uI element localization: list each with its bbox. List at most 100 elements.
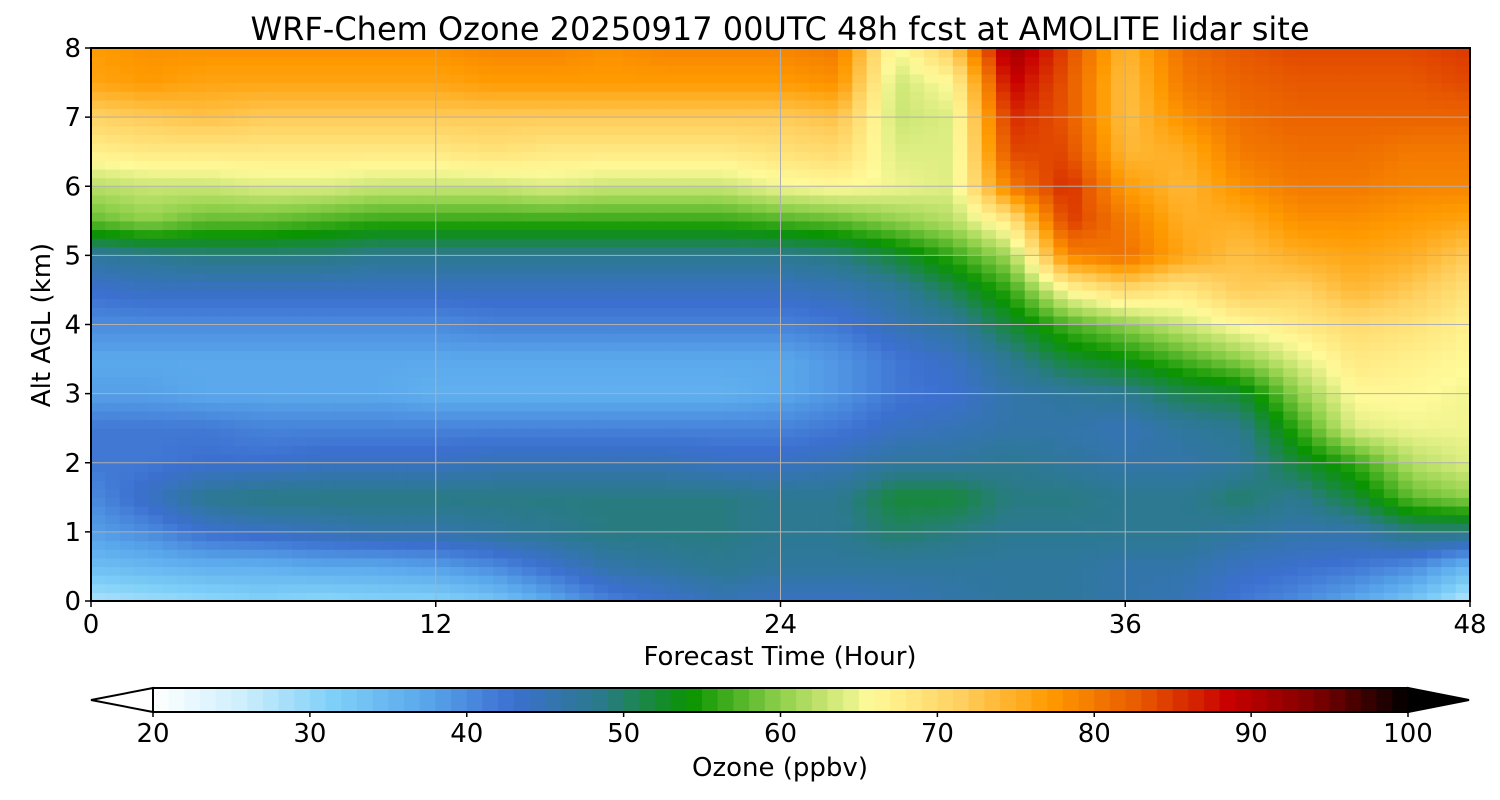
heatmap-cell bbox=[1110, 307, 1126, 317]
heatmap-cell bbox=[809, 125, 825, 136]
heatmap-cell bbox=[105, 289, 121, 300]
heatmap-cell bbox=[1067, 160, 1083, 170]
heatmap-cell bbox=[579, 333, 595, 343]
heatmap-cell bbox=[407, 194, 422, 205]
heatmap-cell bbox=[220, 531, 236, 542]
heatmap-cell bbox=[737, 151, 753, 161]
heatmap-cell bbox=[1096, 272, 1112, 282]
heatmap-cell bbox=[162, 272, 178, 282]
heatmap-cell bbox=[866, 419, 882, 429]
heatmap-cell bbox=[1053, 402, 1069, 412]
heatmap-cell bbox=[205, 462, 221, 472]
heatmap-cell bbox=[177, 384, 193, 395]
heatmap-cell bbox=[866, 134, 882, 144]
heatmap-cell bbox=[895, 143, 911, 153]
heatmap-cell bbox=[909, 557, 925, 568]
heatmap-cell bbox=[1182, 229, 1198, 239]
heatmap-cell bbox=[895, 315, 911, 326]
heatmap-cell bbox=[378, 341, 394, 352]
heatmap-cell bbox=[105, 117, 121, 127]
heatmap-cell bbox=[636, 393, 652, 403]
heatmap-cell bbox=[1125, 160, 1141, 170]
heatmap-cell bbox=[837, 367, 853, 377]
heatmap-cell bbox=[694, 540, 710, 550]
heatmap-cell bbox=[507, 177, 523, 187]
heatmap-cell bbox=[349, 307, 365, 317]
heatmap-cell bbox=[435, 281, 451, 291]
heatmap-cell bbox=[1096, 134, 1112, 144]
heatmap-cell bbox=[1039, 367, 1055, 377]
heatmap-cell bbox=[105, 73, 121, 84]
heatmap-cell bbox=[1153, 298, 1169, 308]
heatmap-cell bbox=[1182, 125, 1198, 136]
heatmap-cell bbox=[521, 307, 537, 317]
heatmap-cell bbox=[521, 436, 537, 447]
heatmap-cell bbox=[593, 514, 609, 524]
heatmap-cell bbox=[723, 505, 738, 516]
heatmap-cell bbox=[809, 315, 825, 326]
heatmap-cell bbox=[119, 393, 135, 403]
heatmap-cell bbox=[766, 315, 782, 326]
heatmap-cell bbox=[234, 298, 250, 308]
heatmap-cell bbox=[837, 471, 853, 481]
heatmap-cell bbox=[363, 393, 379, 403]
heatmap-cell bbox=[1110, 151, 1126, 161]
heatmap-cell bbox=[1182, 194, 1198, 205]
heatmap-cell bbox=[823, 367, 839, 377]
heatmap-cell bbox=[1197, 264, 1213, 274]
heatmap-cell bbox=[1039, 384, 1055, 395]
heatmap-cell bbox=[1010, 82, 1026, 92]
heatmap-cell bbox=[751, 445, 767, 455]
heatmap-cell bbox=[249, 350, 264, 360]
heatmap-cell bbox=[593, 117, 609, 127]
heatmap-cell bbox=[981, 480, 997, 490]
heatmap-cell bbox=[608, 56, 624, 66]
heatmap-cell bbox=[507, 462, 523, 472]
heatmap-cell bbox=[866, 566, 882, 576]
heatmap-cell bbox=[507, 82, 523, 92]
heatmap-cell bbox=[392, 48, 408, 58]
heatmap-cell bbox=[938, 549, 954, 559]
heatmap-cell bbox=[320, 82, 336, 92]
heatmap-cell bbox=[1125, 238, 1141, 248]
heatmap-cell bbox=[565, 540, 580, 550]
heatmap-cell bbox=[148, 350, 164, 360]
heatmap-cell bbox=[651, 557, 667, 568]
heatmap-cell bbox=[292, 341, 308, 352]
heatmap-cell bbox=[306, 238, 322, 248]
heatmap-cell bbox=[1067, 143, 1083, 153]
heatmap-cell bbox=[723, 117, 738, 127]
heatmap-cell bbox=[679, 186, 695, 196]
heatmap-cell bbox=[737, 108, 753, 118]
heatmap-cell bbox=[234, 143, 250, 153]
heatmap-cell bbox=[550, 168, 566, 179]
heatmap-cell bbox=[220, 384, 236, 395]
heatmap-cell bbox=[679, 583, 695, 593]
heatmap-cell bbox=[521, 350, 537, 360]
heatmap-cell bbox=[1024, 583, 1040, 593]
heatmap-cell bbox=[636, 272, 652, 282]
heatmap-cell bbox=[895, 497, 911, 507]
heatmap-cell bbox=[493, 419, 509, 429]
heatmap-cell bbox=[766, 428, 782, 438]
heatmap-cell bbox=[162, 289, 178, 300]
heatmap-cell bbox=[320, 549, 336, 559]
heatmap-cell bbox=[952, 350, 968, 360]
heatmap-cell bbox=[694, 471, 710, 481]
heatmap-cell bbox=[306, 454, 322, 464]
heatmap-cell bbox=[866, 341, 882, 352]
heatmap-cell bbox=[1153, 246, 1169, 256]
heatmap-cell bbox=[737, 91, 753, 101]
heatmap-cell bbox=[866, 91, 882, 101]
heatmap-cell bbox=[550, 445, 566, 455]
heatmap-cell bbox=[263, 367, 279, 377]
heatmap-cell bbox=[593, 566, 609, 576]
heatmap-cell bbox=[521, 410, 537, 421]
heatmap-cell bbox=[823, 575, 839, 585]
heatmap-cell bbox=[177, 272, 193, 282]
heatmap-cell bbox=[1168, 220, 1184, 231]
heatmap-cell bbox=[723, 255, 738, 265]
heatmap-cell bbox=[1096, 307, 1112, 317]
heatmap-cell bbox=[478, 238, 494, 248]
heatmap-cell bbox=[608, 531, 624, 542]
